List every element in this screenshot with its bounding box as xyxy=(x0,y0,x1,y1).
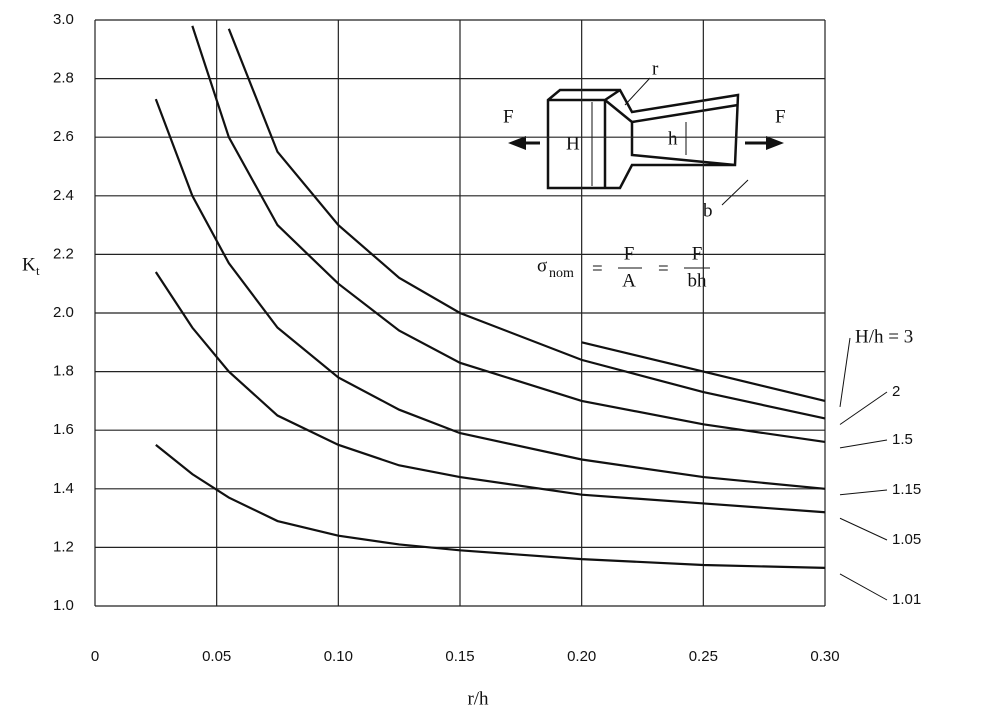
legend-leader xyxy=(839,489,888,496)
y-tick-label: 2.8 xyxy=(53,70,74,87)
y-tick-label: 3.0 xyxy=(53,11,74,28)
curve xyxy=(227,28,826,420)
label-H: H xyxy=(566,133,580,154)
y-tick-label: 1.8 xyxy=(53,363,74,380)
curve xyxy=(581,341,826,402)
x-tick-label: 0.05 xyxy=(202,648,231,665)
b-leader xyxy=(721,179,749,206)
legend-label: H/h = 3 xyxy=(855,326,913,347)
y-tick-label: 2.0 xyxy=(53,304,74,321)
label-h: h xyxy=(668,128,678,149)
legend-leader xyxy=(839,573,888,601)
curve xyxy=(154,271,826,514)
y-tick-label: 1.0 xyxy=(53,597,74,614)
specimen xyxy=(546,88,740,190)
y-tick-label: 2.4 xyxy=(53,187,74,204)
curve xyxy=(191,25,826,444)
y-tick-label: 1.2 xyxy=(53,538,74,555)
arrow-right-head xyxy=(766,136,784,150)
r-leader xyxy=(624,77,651,106)
x-tick-label: 0 xyxy=(91,648,99,665)
y-tick-label: 2.6 xyxy=(53,128,74,145)
legend-leader xyxy=(839,337,851,407)
legend-label: 1.5 xyxy=(892,431,913,448)
label-b: b xyxy=(703,200,713,221)
curve xyxy=(155,443,826,570)
label-F: F xyxy=(775,106,786,127)
x-tick-label: 0.15 xyxy=(445,648,474,665)
x-axis-label: r/h xyxy=(467,688,489,709)
formula-sigma: σ xyxy=(537,255,547,276)
legend-leader xyxy=(839,439,888,449)
y-tick-label: 2.2 xyxy=(53,245,74,262)
x-tick-label: 0.30 xyxy=(810,648,839,665)
inset-diagram: F F H h r b σ nom = F A = F bh xyxy=(503,58,786,291)
curve xyxy=(154,98,826,490)
legend-label: 2 xyxy=(892,383,900,400)
formula-eq: = xyxy=(658,258,669,279)
y-axis-label: K xyxy=(22,254,36,275)
label-F: F xyxy=(503,106,514,127)
legend-leader xyxy=(839,517,888,541)
y-axis-label-sub: t xyxy=(36,263,40,278)
x-tick-label: 0.10 xyxy=(324,648,353,665)
legend-label: 1.15 xyxy=(892,481,921,498)
legend-leader xyxy=(839,391,888,425)
legend-label: 1.01 xyxy=(892,591,921,608)
arrow-left-head xyxy=(508,136,526,150)
formula-den: A xyxy=(622,270,636,291)
y-tick-label: 1.4 xyxy=(53,480,74,497)
formula-den: bh xyxy=(688,270,708,291)
legend-label: 1.05 xyxy=(892,531,921,548)
y-tick-label: 1.6 xyxy=(53,421,74,438)
x-tick-label: 0.20 xyxy=(567,648,596,665)
formula-sub: nom xyxy=(549,266,574,281)
x-tick-label: 0.25 xyxy=(689,648,718,665)
formula-eq: = xyxy=(592,258,603,279)
label-r: r xyxy=(652,58,659,79)
